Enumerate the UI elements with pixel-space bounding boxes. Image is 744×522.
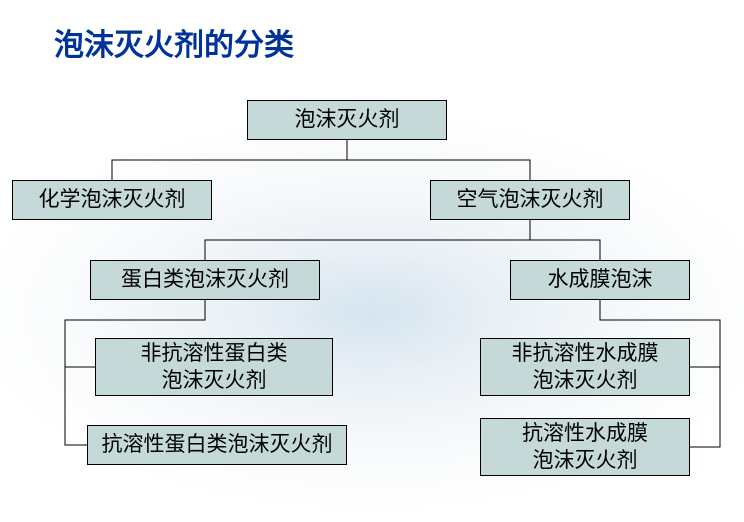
node-chem: 化学泡沫灭火剂 [12,180,212,220]
node-p_ar: 抗溶性蛋白类泡沫灭火剂 [87,425,347,465]
node-a_non: 非抗溶性水成膜 泡沫灭火剂 [480,338,690,396]
node-air: 空气泡沫灭火剂 [430,180,630,220]
page-title: 泡沫灭火剂的分类 [54,20,294,64]
node-root: 泡沫灭火剂 [247,100,447,140]
edge-1 [347,140,530,180]
node-protein: 蛋白类泡沫灭火剂 [90,260,320,300]
edge-3 [530,220,600,260]
node-a_ar: 抗溶性水成膜 泡沫灭火剂 [480,418,690,476]
edge-0 [112,140,347,180]
node-afff: 水成膜泡沫 [510,260,690,300]
edge-2 [205,220,530,260]
node-p_non: 非抗溶性蛋白类 泡沫灭火剂 [95,338,333,396]
